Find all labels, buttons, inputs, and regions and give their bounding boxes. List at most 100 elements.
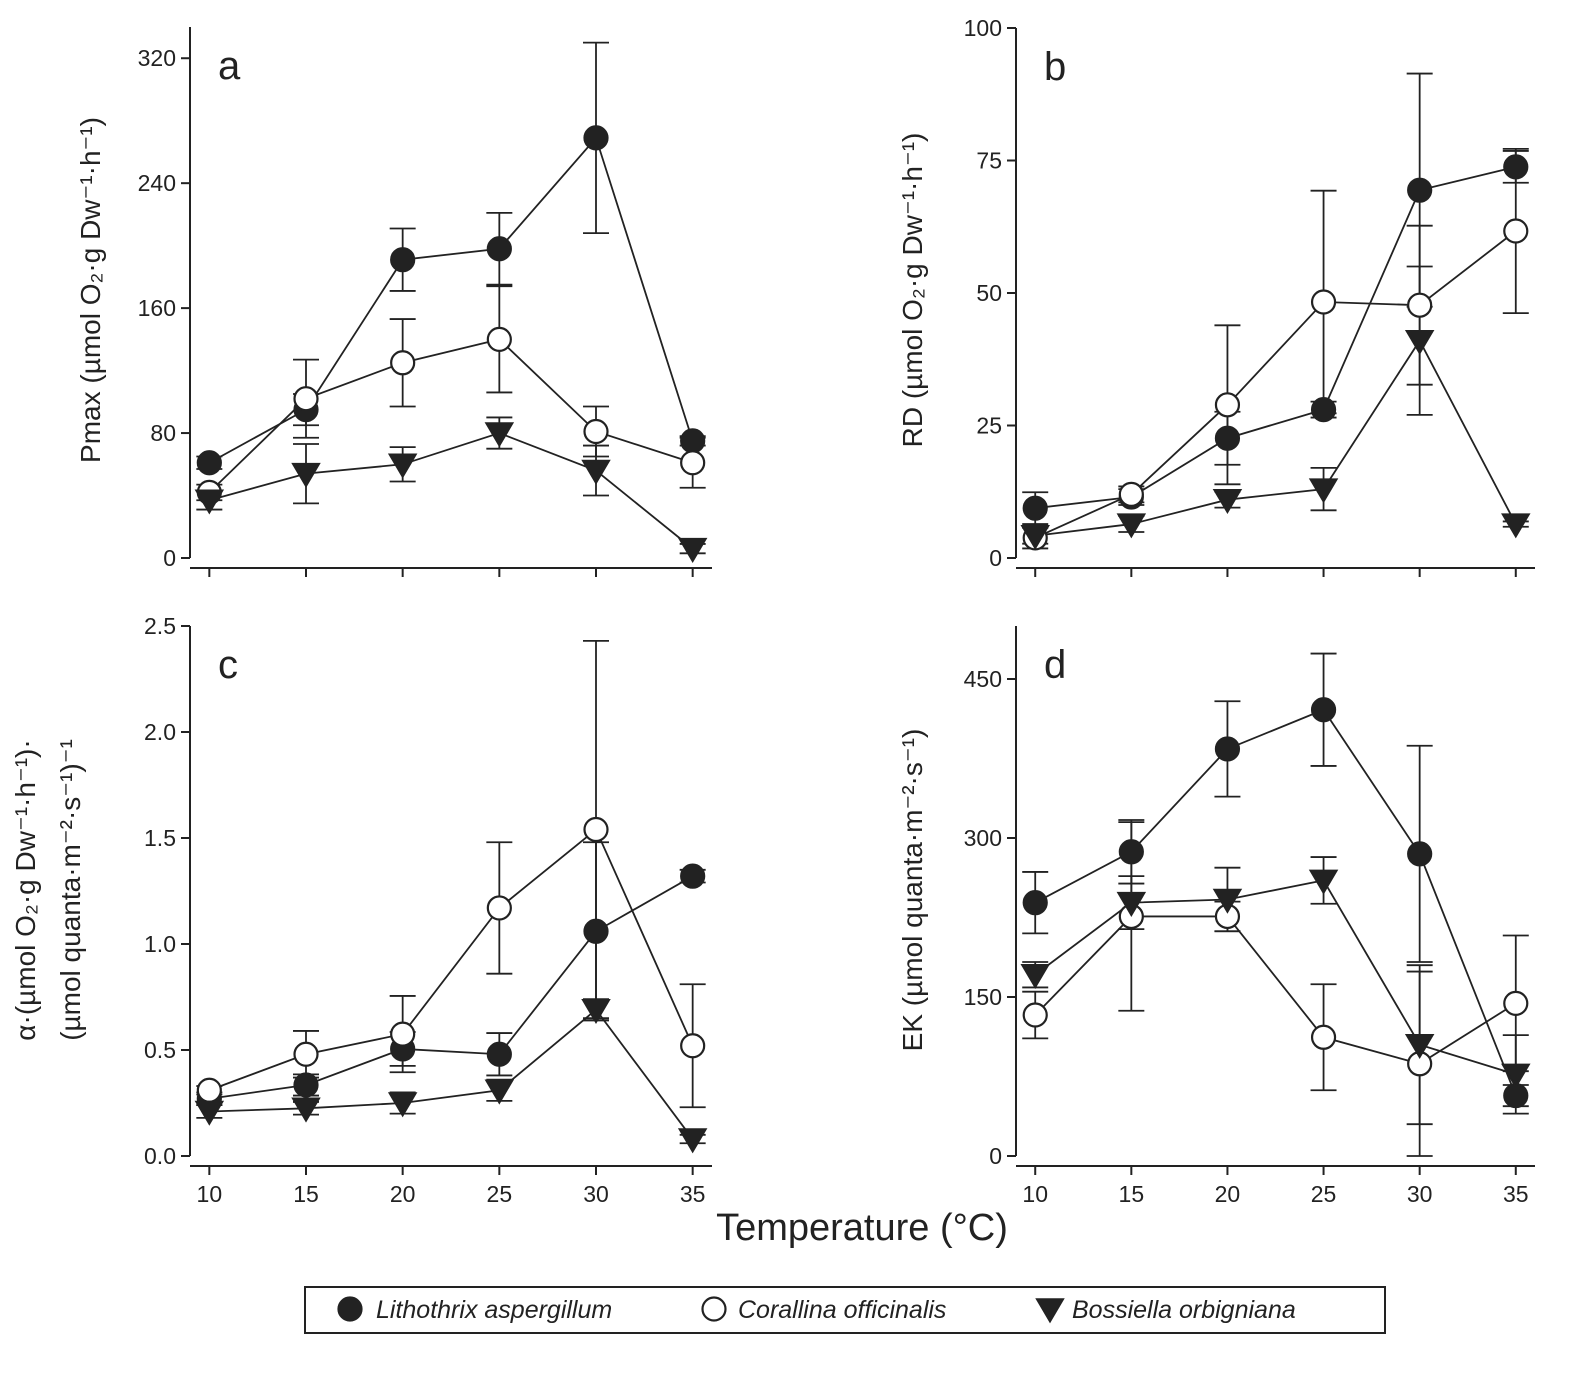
data-point [486,236,512,262]
data-point [1503,990,1529,1016]
series-line [209,1008,694,1140]
data-point [1407,841,1433,867]
y-axis-title: EK (µmol quanta·m⁻²·s⁻¹) [897,729,928,1052]
x-tick-label: 10 [197,1181,223,1207]
series-line [1035,165,1516,510]
data-point [1310,1024,1337,1050]
series-line [1035,338,1517,537]
panel-letter: c [218,643,238,687]
y-axis-title: α·(µmol O₂·g Dw⁻¹·h⁻¹)· [10,739,41,1040]
data-point [581,998,611,1025]
data-point [390,350,416,376]
data-point [1022,1002,1048,1028]
data-point [1022,890,1048,916]
y-tick-label: 100 [964,15,1002,41]
data-point [583,125,609,151]
x-tick-label: 25 [487,1181,513,1207]
y-axis-title: RD (µmol O₂·g Dw⁻¹·h⁻¹) [897,133,928,448]
x-tick-label: 20 [390,1181,416,1207]
data-point [1310,397,1337,423]
x-tick-label: 30 [1407,1181,1433,1207]
legend-label: Bossiella orbigniana [1072,1296,1296,1324]
data-point [390,1021,416,1047]
legend-box [304,1286,1386,1334]
series-line [209,828,694,1092]
y-tick-label: 0.0 [144,1143,176,1169]
data-point [387,1092,418,1118]
panel-letter: d [1044,643,1066,687]
series-line [1034,230,1517,539]
y-tick-label: 0.5 [144,1037,176,1063]
y-tick-label: 320 [138,45,176,71]
x-axis-title: Temperature (°C) [716,1207,1008,1249]
data-point [583,816,609,843]
y-tick-label: 160 [138,295,176,321]
x-tick-label: 30 [583,1181,609,1207]
data-point [484,422,515,448]
y-tick-label: 0 [989,545,1002,571]
legend-label: Corallina officinalis [738,1296,946,1324]
series-line [1034,708,1517,1096]
data-point [196,450,222,476]
series-line [209,432,694,550]
y-tick-label: 75 [976,148,1002,174]
data-point [1308,869,1339,895]
data-point [196,1077,222,1103]
data-point [1214,392,1241,418]
legend-marker [701,1296,727,1322]
data-point [583,918,609,944]
data-point [1503,154,1529,180]
data-point [291,462,321,488]
legend-marker [337,1296,363,1322]
y-tick-label: 2.5 [144,613,176,639]
x-tick-label: 15 [293,1181,319,1207]
y-tick-label: 300 [964,825,1002,851]
y-tick-label: 25 [976,413,1002,439]
x-tick-label: 35 [680,1181,706,1207]
series-line [208,338,693,494]
data-point [1503,218,1529,244]
series-line [1034,879,1517,1076]
data-point [677,1128,708,1154]
panel-letter: a [218,44,241,88]
legend-label: Lithothrix aspergillum [376,1296,612,1324]
data-point [1212,488,1243,515]
data-point [1118,481,1144,507]
data-point [293,1072,319,1098]
data-point [293,1041,319,1067]
series-line [1034,915,1517,1065]
legend-marker [1035,1298,1065,1324]
x-tick-label: 20 [1215,1181,1241,1207]
data-point [1501,1063,1531,1089]
data-point [1116,513,1147,539]
data-point [1308,478,1339,504]
y-tick-label: 1.5 [144,825,176,851]
y-tick-label: 50 [976,280,1002,306]
x-tick-label: 15 [1119,1181,1145,1207]
data-point [680,428,706,454]
y-tick-label: 450 [964,666,1002,692]
data-point [1116,891,1147,917]
data-point [1214,736,1241,762]
data-point [680,450,706,476]
data-point [1310,289,1337,315]
data-point [390,247,416,273]
data-point [486,326,512,352]
y-axis-title: Pmax (µmol O₂·g Dw⁻¹·h⁻¹) [75,117,106,463]
y-tick-label: 150 [964,984,1002,1010]
x-tick-label: 10 [1022,1181,1048,1207]
data-point [1118,839,1144,865]
data-point [680,1033,706,1059]
y-axis-title: (µmol quanta·m⁻²·s⁻¹)⁻¹ [55,739,86,1041]
data-point [1020,963,1050,990]
data-point [583,418,609,445]
data-point [194,489,225,515]
data-point [293,386,319,412]
panel-letter: b [1044,45,1066,89]
data-point [1020,524,1050,551]
data-point [1407,177,1433,203]
data-point [1404,329,1435,356]
data-point [1214,425,1241,451]
data-point [486,1041,512,1067]
data-point [387,453,418,479]
